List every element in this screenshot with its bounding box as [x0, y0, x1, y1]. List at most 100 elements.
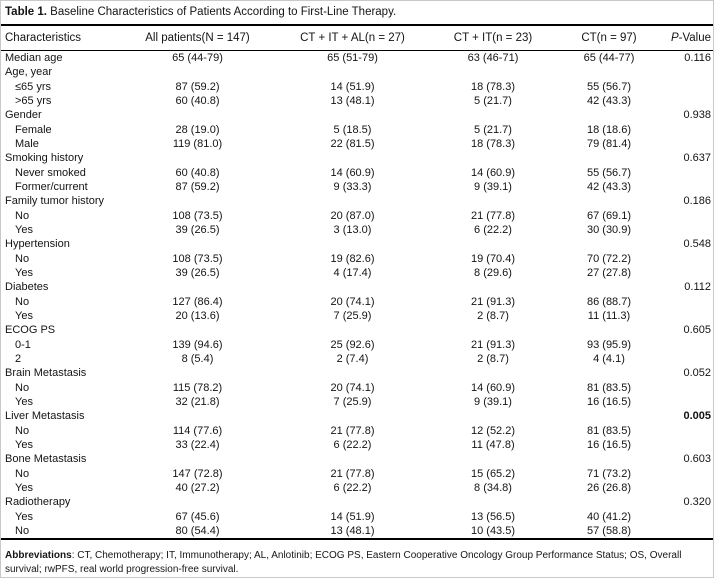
all-patients-cell: 20 (13.6) — [175, 309, 220, 322]
header-ct: CT(n = 97) — [581, 32, 637, 44]
ct-cell: 27 (27.8) — [586, 266, 632, 279]
characteristic-cell: Yes — [15, 223, 33, 236]
footnote-text: : CT, Chemotherapy; IT, Immunotherapy; A… — [5, 550, 682, 575]
all-patients-cell: 147 (72.8) — [172, 467, 223, 480]
header-characteristics: Characteristics — [5, 32, 82, 44]
ct-it-cell: 8 (34.8) — [474, 481, 512, 494]
ct-it-al-cell: 2 (7.4) — [336, 352, 369, 365]
characteristic-cell: Male — [15, 137, 39, 150]
all-patients-cell: 67 (45.6) — [175, 510, 220, 523]
ct-it-cell: 14 (60.9) — [470, 381, 516, 394]
ct-it-cell: 12 (52.2) — [470, 424, 516, 437]
table-row: Former/current 87 (59.2) 9 (33.3) 9 (39.… — [1, 180, 713, 194]
ct-it-al-cell: 7 (25.9) — [333, 309, 372, 322]
characteristic-cell: Family tumor history — [5, 195, 105, 208]
all-patients-cell: 115 (78.2) — [172, 381, 223, 394]
table-row: No 114 (77.6) 21 (77.8) 12 (52.2) 81 (83… — [1, 424, 713, 438]
all-patients-cell: 80 (54.4) — [175, 524, 220, 537]
ct-cell: 86 (88.7) — [586, 295, 632, 308]
all-patients-cell: 108 (73.5) — [172, 209, 223, 222]
p-value-cell: 0.186 — [683, 195, 711, 208]
table-row: Brain Metastasis 0.052 — [1, 366, 713, 380]
ct-cell: 81 (83.5) — [586, 424, 632, 437]
ct-cell: 70 (72.2) — [586, 252, 632, 265]
all-patients-cell: 40 (27.2) — [175, 481, 220, 494]
p-value-cell: 0.052 — [683, 367, 711, 380]
p-value-cell: 0.320 — [683, 496, 711, 509]
header-ct-it: CT + IT(n = 23) — [453, 32, 533, 44]
ct-it-cell: 11 (47.8) — [471, 438, 515, 451]
characteristic-cell: 2 — [15, 352, 22, 365]
characteristic-cell: Yes — [15, 481, 33, 494]
table-row: Female 28 (19.0) 5 (18.5) 5 (21.7) 18 (1… — [1, 123, 713, 137]
ct-it-cell: 21 (91.3) — [470, 295, 516, 308]
characteristic-cell: >65 yrs — [15, 94, 52, 107]
all-patients-cell: 139 (94.6) — [172, 338, 223, 351]
ct-cell: 71 (73.2) — [586, 467, 632, 480]
characteristic-cell: Bone Metastasis — [5, 453, 87, 466]
ct-cell: 55 (56.7) — [586, 80, 632, 93]
characteristic-cell: No — [15, 424, 30, 437]
table-row: Radiotherapy 0.320 — [1, 495, 713, 509]
characteristic-cell: Brain Metastasis — [5, 367, 87, 380]
characteristic-cell: No — [15, 209, 30, 222]
table-row: ≤65 yrs 87 (59.2) 14 (51.9) 18 (78.3) 55… — [1, 80, 713, 94]
ct-cell: 93 (95.9) — [586, 338, 632, 351]
ct-it-al-cell: 6 (22.2) — [333, 438, 372, 451]
ct-it-cell: 5 (21.7) — [474, 94, 512, 107]
all-patients-cell: 33 (22.4) — [175, 438, 220, 451]
table-row: Yes 39 (26.5) 4 (17.4) 8 (29.6) 27 (27.8… — [1, 266, 713, 280]
footnote-label: Abbreviations — [5, 550, 72, 562]
ct-it-cell: 15 (65.2) — [470, 467, 516, 480]
table-row: Diabetes 0.112 — [1, 280, 713, 294]
ct-it-cell: 8 (29.6) — [474, 266, 512, 279]
characteristic-cell: Yes — [15, 510, 33, 523]
p-value-cell: 0.637 — [683, 152, 711, 165]
ct-it-cell: 18 (78.3) — [470, 80, 516, 93]
characteristic-cell: Never smoked — [15, 166, 86, 179]
characteristic-cell: Female — [15, 123, 52, 136]
ct-it-al-cell: 22 (81.5) — [330, 137, 375, 150]
p-italic: P — [670, 32, 679, 44]
characteristic-cell: Median age — [5, 52, 63, 64]
table-row: Gender 0.938 — [1, 108, 713, 122]
p-value-cell: 0.603 — [683, 453, 711, 466]
all-patients-cell: 87 (59.2) — [175, 80, 220, 93]
all-patients-cell: 28 (19.0) — [175, 123, 220, 136]
characteristic-cell: Diabetes — [5, 281, 49, 294]
ct-it-al-cell: 14 (60.9) — [330, 166, 375, 179]
table-row: Never smoked 60 (40.8) 14 (60.9) 14 (60.… — [1, 166, 713, 180]
ct-cell: 16 (16.5) — [586, 395, 632, 408]
table-row: Yes 20 (13.6) 7 (25.9) 2 (8.7) 11 (11.3) — [1, 309, 713, 323]
all-patients-cell: 39 (26.5) — [175, 223, 220, 236]
p-rest: -Value — [678, 32, 711, 44]
table-footnote: Abbreviations: CT, Chemotherapy; IT, Imm… — [1, 540, 713, 576]
header-ct-it-al: CT + IT + AL(n = 27) — [300, 32, 405, 44]
characteristic-cell: No — [15, 295, 30, 308]
ct-it-al-cell: 20 (87.0) — [330, 209, 375, 222]
ct-cell: 4 (4.1) — [593, 352, 625, 365]
ct-it-cell: 19 (70.4) — [470, 252, 516, 265]
ct-it-al-cell: 19 (82.6) — [330, 252, 375, 265]
ct-it-al-cell: 4 (17.4) — [333, 266, 372, 279]
top-rule — [1, 24, 713, 26]
table-row: >65 yrs 60 (40.8) 13 (48.1) 5 (21.7) 42 … — [1, 94, 713, 108]
table-row: Yes 39 (26.5) 3 (13.0) 6 (22.2) 30 (30.9… — [1, 223, 713, 237]
characteristic-cell: Yes — [15, 395, 33, 408]
table-row: Smoking history 0.637 — [1, 151, 713, 165]
ct-it-al-cell: 13 (48.1) — [330, 524, 375, 537]
p-value-cell: 0.116 — [684, 52, 711, 64]
table-row: 0-1 139 (94.6) 25 (92.6) 21 (91.3) 93 (9… — [1, 338, 713, 352]
ct-it-cell: 5 (21.7) — [474, 123, 512, 136]
characteristic-cell: No — [15, 467, 30, 480]
characteristic-cell: Yes — [15, 266, 33, 279]
table-header-row: Characteristics All patients(N = 147) CT… — [1, 26, 713, 50]
ct-it-al-cell: 6 (22.2) — [333, 481, 372, 494]
ct-it-cell: 10 (43.5) — [470, 524, 516, 537]
table-row: No 127 (86.4) 20 (74.1) 21 (91.3) 86 (88… — [1, 295, 713, 309]
ct-it-al-cell: 13 (48.1) — [330, 94, 375, 107]
ct-it-al-cell: 3 (13.0) — [333, 223, 372, 236]
table-row: No 108 (73.5) 19 (82.6) 19 (70.4) 70 (72… — [1, 252, 713, 266]
characteristic-cell: 0-1 — [15, 338, 31, 351]
